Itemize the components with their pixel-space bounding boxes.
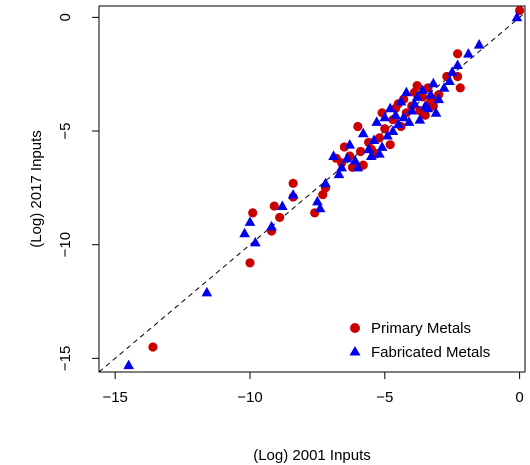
point-fabricated-metals [277, 200, 288, 210]
point-fabricated-metals [414, 114, 426, 124]
point-fabricated-metals [406, 104, 418, 115]
point-fabricated-metals [411, 91, 423, 101]
point-fabricated-metals [314, 202, 326, 213]
point-fabricated-metals [365, 150, 377, 160]
point-primary-metals [148, 342, 158, 352]
point-fabricated-metals [382, 129, 393, 140]
point-fabricated-metals [123, 359, 134, 370]
legend-marker-primary-metals [350, 323, 360, 333]
point-fabricated-metals [368, 134, 380, 145]
point-primary-metals [353, 121, 363, 132]
legend-marker-fabricated-metals [349, 346, 361, 356]
point-fabricated-metals [409, 98, 420, 108]
point-fabricated-metals [379, 111, 391, 122]
point-fabricated-metals [438, 82, 450, 92]
point-fabricated-metals [341, 152, 353, 163]
point-primary-metals [288, 178, 298, 188]
point-fabricated-metals [250, 236, 261, 247]
point-fabricated-metals [374, 148, 385, 158]
point-fabricated-metals [371, 116, 383, 126]
point-fabricated-metals [387, 125, 399, 135]
point-fabricated-metals [403, 116, 415, 126]
point-fabricated-metals [452, 59, 463, 70]
point-fabricated-metals [384, 102, 396, 113]
point-primary-metals [269, 201, 279, 211]
point-primary-metals [455, 83, 465, 93]
point-primary-metals [385, 140, 395, 150]
point-primary-metals [355, 146, 366, 157]
legend-label-primary-metals: Primary Metals [371, 320, 471, 337]
y-tick-label: −5 [57, 122, 74, 139]
x-axis: −15 −10 −5 0 [102, 372, 524, 406]
point-fabricated-metals [401, 86, 412, 97]
point-primary-metals [412, 80, 422, 91]
plot-frame [98, 5, 526, 373]
point-primary-metals [275, 212, 285, 223]
point-fabricated-metals [463, 48, 474, 58]
point-fabricated-metals [201, 286, 213, 297]
point-fabricated-metals [398, 111, 409, 122]
legend: Primary Metals Fabricated Metals [349, 320, 490, 361]
x-tick-label: −5 [376, 389, 393, 406]
point-primary-metals [248, 208, 258, 218]
y-tick-label: −10 [57, 232, 74, 257]
point-primary-metals [245, 258, 255, 268]
point-fabricated-metals [333, 168, 345, 179]
point-fabricated-metals [511, 11, 523, 22]
points-layer [123, 5, 525, 370]
point-fabricated-metals [428, 77, 439, 88]
identity-reference-line [98, 12, 526, 373]
point-fabricated-metals [352, 161, 364, 172]
point-fabricated-metals [239, 227, 250, 238]
point-fabricated-metals [344, 139, 356, 149]
legend-label-fabricated-metals: Fabricated Metals [371, 344, 490, 361]
x-tick-label: 0 [515, 389, 523, 406]
x-tick-label: −10 [237, 389, 262, 406]
point-fabricated-metals [446, 66, 458, 76]
point-fabricated-metals [425, 89, 436, 99]
point-fabricated-metals [357, 127, 369, 138]
point-fabricated-metals [395, 95, 407, 106]
point-fabricated-metals [392, 118, 404, 129]
y-axis-title: (Log) 2017 Inputs [28, 130, 45, 248]
point-fabricated-metals [417, 84, 428, 95]
point-fabricated-metals [433, 93, 445, 104]
reference-line-layer [98, 12, 526, 373]
point-fabricated-metals [376, 141, 388, 151]
point-fabricated-metals [328, 150, 339, 160]
point-fabricated-metals [266, 220, 277, 231]
x-axis-title: (Log) 2001 Inputs [253, 447, 371, 464]
x-tick-label: −15 [102, 389, 127, 406]
y-axis: −15 −10 −5 0 [57, 13, 99, 371]
y-tick-label: −15 [57, 346, 74, 371]
point-fabricated-metals [287, 189, 299, 199]
point-fabricated-metals [422, 102, 434, 113]
point-fabricated-metals [444, 75, 455, 85]
point-fabricated-metals [390, 109, 401, 120]
point-fabricated-metals [473, 39, 485, 49]
y-tick-label: 0 [57, 13, 74, 21]
point-fabricated-metals [320, 177, 331, 188]
point-fabricated-metals [336, 161, 347, 172]
point-primary-metals [420, 110, 430, 120]
point-primary-metals [452, 49, 463, 59]
point-fabricated-metals [244, 216, 256, 226]
point-fabricated-metals [430, 107, 442, 117]
